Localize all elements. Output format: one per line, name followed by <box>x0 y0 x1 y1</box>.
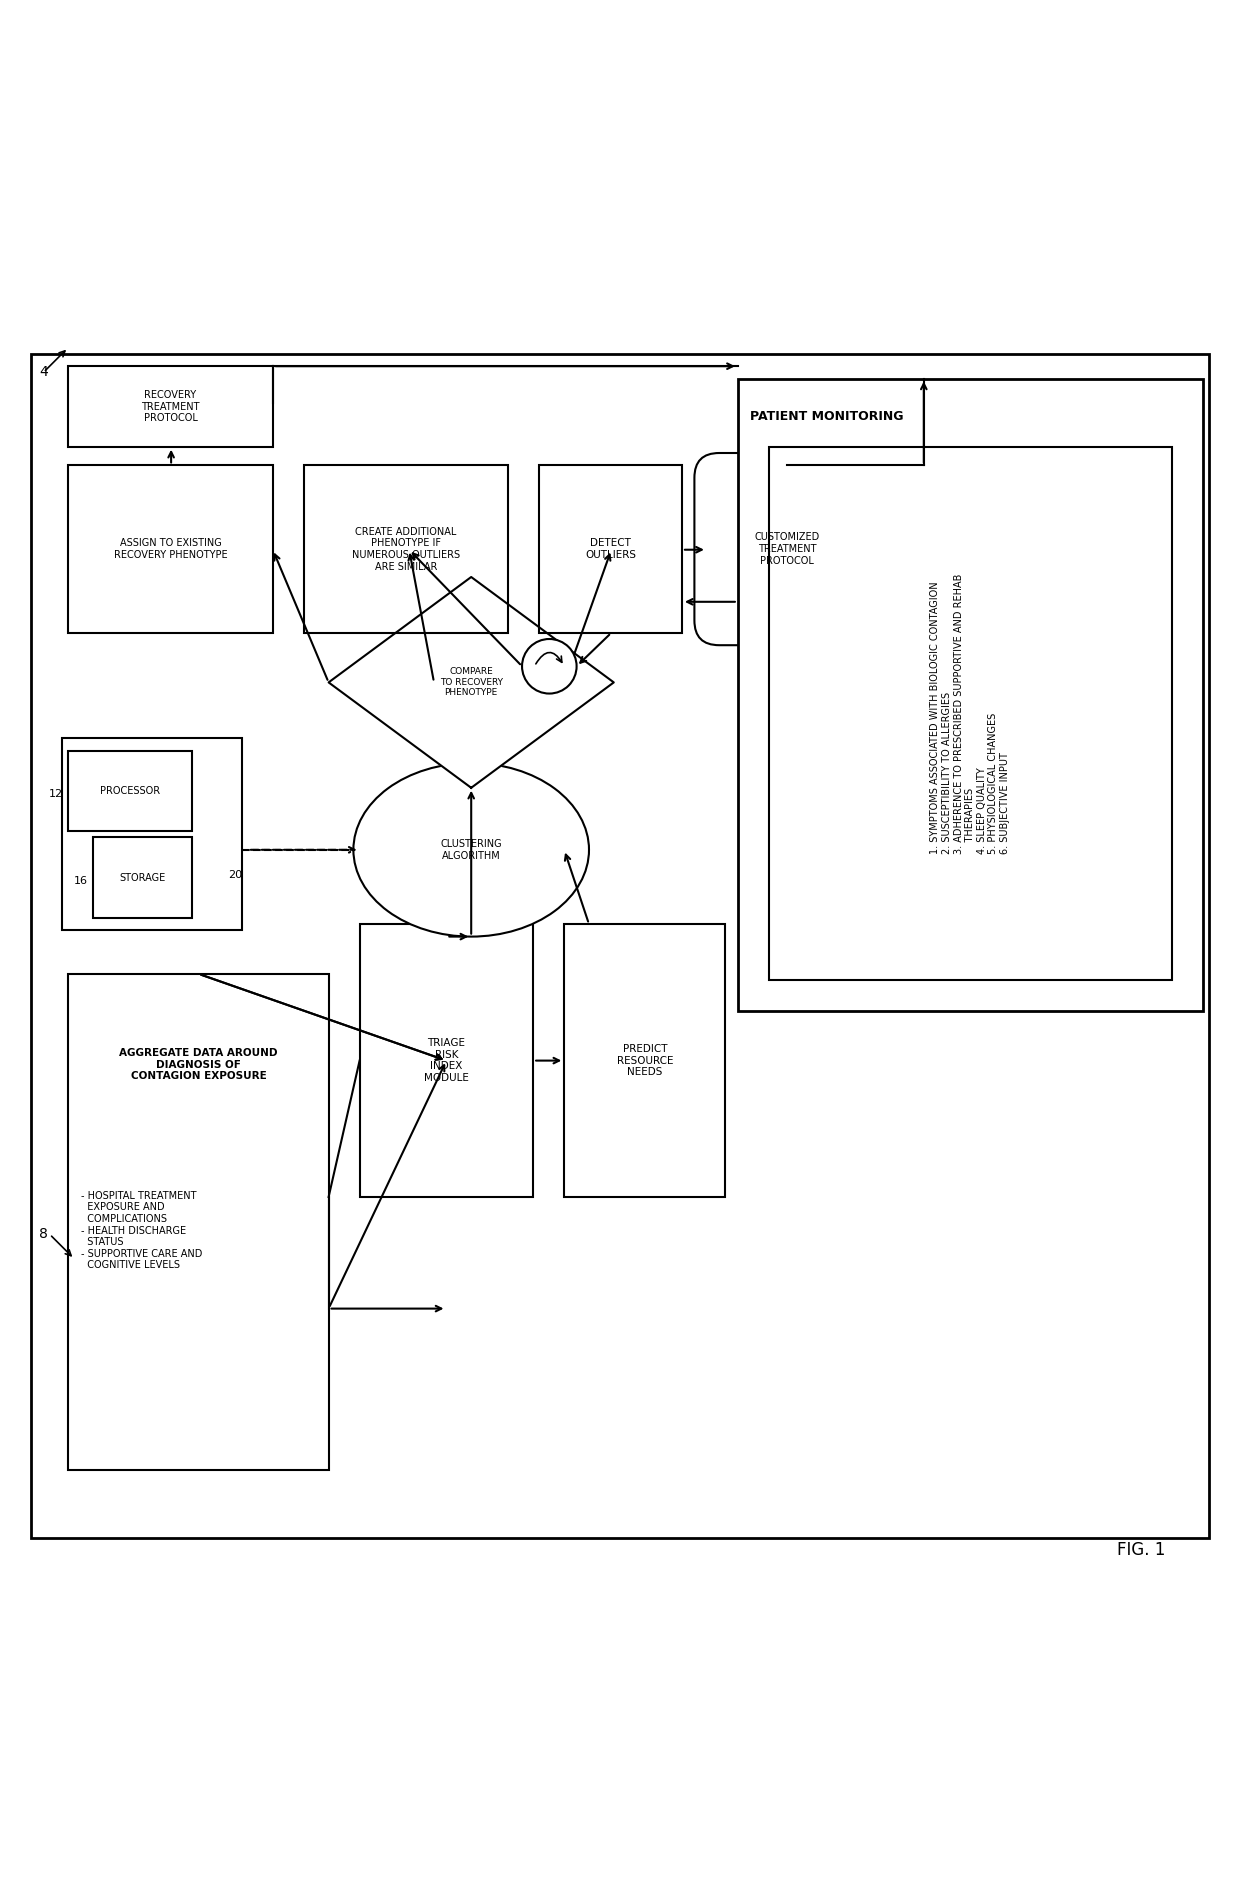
FancyBboxPatch shape <box>694 454 880 645</box>
FancyBboxPatch shape <box>68 465 273 632</box>
Text: PATIENT MONITORING: PATIENT MONITORING <box>750 410 904 423</box>
Text: COMPARE
TO RECOVERY
PHENOTYPE: COMPARE TO RECOVERY PHENOTYPE <box>440 668 502 697</box>
Text: 8: 8 <box>38 1228 48 1241</box>
Text: 1. SYMPTOMS ASSOCIATED WITH BIOLOGIC CONTAGION
2. SUSCEPTIBILITY TO ALLERGIES
3.: 1. SYMPTOMS ASSOCIATED WITH BIOLOGIC CON… <box>930 573 1011 854</box>
Text: STORAGE: STORAGE <box>119 873 166 883</box>
Text: CREATE ADDITIONAL
PHENOTYPE IF
NUMEROUS OUTLIERS
ARE SIMILAR: CREATE ADDITIONAL PHENOTYPE IF NUMEROUS … <box>352 528 460 571</box>
FancyBboxPatch shape <box>564 924 725 1198</box>
Ellipse shape <box>353 763 589 936</box>
Text: CUSTOMIZED
TREATMENT
PROTOCOL: CUSTOMIZED TREATMENT PROTOCOL <box>755 533 820 566</box>
Text: 4: 4 <box>38 366 48 380</box>
FancyBboxPatch shape <box>93 837 192 919</box>
FancyBboxPatch shape <box>304 465 508 632</box>
FancyBboxPatch shape <box>68 366 273 446</box>
Text: PREDICT
RESOURCE
NEEDS: PREDICT RESOURCE NEEDS <box>616 1044 673 1078</box>
Text: ASSIGN TO EXISTING
RECOVERY PHENOTYPE: ASSIGN TO EXISTING RECOVERY PHENOTYPE <box>114 539 227 560</box>
Text: 20: 20 <box>228 869 243 879</box>
Text: TRIAGE
RISK
INDEX
MODULE: TRIAGE RISK INDEX MODULE <box>424 1038 469 1084</box>
Circle shape <box>522 640 577 693</box>
Text: - HOSPITAL TREATMENT
  EXPOSURE AND
  COMPLICATIONS
- HEALTH DISCHARGE
  STATUS
: - HOSPITAL TREATMENT EXPOSURE AND COMPLI… <box>81 1190 202 1270</box>
Text: CLUSTERING
ALGORITHM: CLUSTERING ALGORITHM <box>440 839 502 860</box>
Text: 12: 12 <box>48 790 63 799</box>
FancyBboxPatch shape <box>539 465 682 632</box>
Text: DETECT
OUTLIERS: DETECT OUTLIERS <box>585 539 636 560</box>
FancyBboxPatch shape <box>31 353 1209 1537</box>
Polygon shape <box>329 577 614 788</box>
Text: PROCESSOR: PROCESSOR <box>100 786 160 795</box>
Text: RECOVERY
TREATMENT
PROTOCOL: RECOVERY TREATMENT PROTOCOL <box>141 389 200 423</box>
Text: AGGREGATE DATA AROUND
DIAGNOSIS OF
CONTAGION EXPOSURE: AGGREGATE DATA AROUND DIAGNOSIS OF CONTA… <box>119 1048 278 1082</box>
FancyBboxPatch shape <box>769 446 1172 979</box>
Text: FIG. 1: FIG. 1 <box>1116 1541 1166 1560</box>
FancyBboxPatch shape <box>738 378 1203 1012</box>
Text: 16: 16 <box>73 875 88 886</box>
FancyBboxPatch shape <box>68 750 192 831</box>
FancyBboxPatch shape <box>360 924 533 1198</box>
FancyBboxPatch shape <box>68 974 329 1469</box>
